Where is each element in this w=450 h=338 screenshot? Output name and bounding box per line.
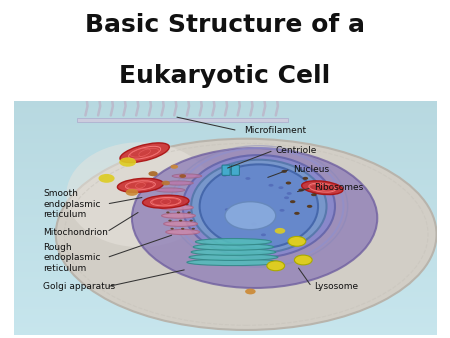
Ellipse shape (311, 193, 317, 196)
Text: Centriole: Centriole (276, 146, 317, 155)
Ellipse shape (171, 228, 174, 230)
Ellipse shape (56, 139, 436, 330)
Ellipse shape (168, 220, 172, 221)
Ellipse shape (164, 221, 198, 226)
Ellipse shape (175, 203, 178, 205)
Ellipse shape (222, 174, 227, 177)
Ellipse shape (288, 237, 306, 246)
Ellipse shape (194, 244, 274, 250)
Ellipse shape (191, 249, 276, 255)
Ellipse shape (225, 202, 276, 230)
Ellipse shape (164, 181, 194, 185)
Ellipse shape (181, 228, 184, 230)
Ellipse shape (252, 223, 256, 225)
Ellipse shape (187, 259, 280, 266)
Ellipse shape (179, 220, 182, 221)
Ellipse shape (195, 239, 271, 245)
Ellipse shape (294, 255, 312, 265)
Ellipse shape (302, 177, 308, 180)
Ellipse shape (66, 142, 214, 247)
Ellipse shape (191, 160, 327, 253)
Text: Smooth
endoplasmic
reticulum: Smooth endoplasmic reticulum (43, 189, 101, 219)
Ellipse shape (294, 212, 300, 215)
Bar (77, 118, 288, 122)
Ellipse shape (179, 174, 186, 178)
Ellipse shape (302, 181, 343, 195)
FancyBboxPatch shape (231, 165, 239, 175)
Text: Basic Structure of a: Basic Structure of a (85, 13, 365, 38)
Ellipse shape (286, 182, 291, 185)
Ellipse shape (281, 170, 287, 173)
Ellipse shape (99, 174, 115, 183)
Ellipse shape (307, 205, 312, 208)
Text: Nucleus: Nucleus (292, 165, 329, 173)
Text: Ribosomes: Ribosomes (314, 183, 363, 192)
Ellipse shape (164, 203, 167, 205)
FancyBboxPatch shape (222, 165, 230, 175)
Ellipse shape (225, 208, 230, 211)
Text: Mitochondrion: Mitochondrion (43, 227, 108, 237)
Ellipse shape (172, 174, 202, 178)
Ellipse shape (245, 289, 256, 294)
Ellipse shape (148, 171, 158, 176)
Ellipse shape (189, 220, 193, 221)
Ellipse shape (185, 203, 189, 205)
Ellipse shape (290, 200, 296, 203)
Ellipse shape (183, 155, 335, 258)
Ellipse shape (143, 195, 189, 208)
Ellipse shape (117, 178, 163, 192)
Ellipse shape (166, 230, 200, 235)
Ellipse shape (284, 196, 289, 199)
Ellipse shape (126, 189, 138, 196)
Ellipse shape (171, 165, 178, 169)
Text: Microfilament: Microfilament (244, 126, 306, 135)
Ellipse shape (267, 261, 285, 271)
Ellipse shape (274, 228, 285, 234)
Text: Eukaryotic Cell: Eukaryotic Cell (119, 64, 331, 88)
Ellipse shape (177, 212, 180, 213)
Ellipse shape (245, 177, 251, 180)
Ellipse shape (200, 164, 318, 248)
Ellipse shape (269, 184, 274, 187)
Ellipse shape (132, 148, 377, 288)
Ellipse shape (159, 205, 193, 210)
Ellipse shape (279, 186, 284, 189)
Ellipse shape (287, 192, 292, 195)
Text: Golgi apparatus: Golgi apparatus (43, 282, 115, 291)
Text: Lysosome: Lysosome (314, 282, 358, 291)
Text: Rough
endoplasmic
reticulum: Rough endoplasmic reticulum (43, 243, 101, 272)
Ellipse shape (162, 181, 170, 185)
Ellipse shape (279, 209, 284, 212)
Ellipse shape (120, 143, 169, 163)
Ellipse shape (261, 234, 266, 236)
Ellipse shape (298, 189, 304, 192)
Ellipse shape (189, 254, 278, 261)
Ellipse shape (119, 158, 136, 167)
Ellipse shape (192, 228, 195, 230)
Ellipse shape (166, 212, 170, 213)
Ellipse shape (162, 213, 195, 218)
Ellipse shape (187, 212, 191, 213)
Ellipse shape (155, 188, 185, 192)
